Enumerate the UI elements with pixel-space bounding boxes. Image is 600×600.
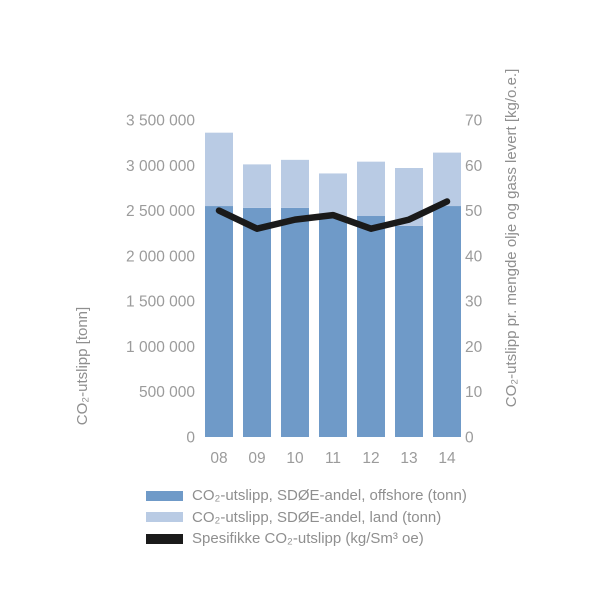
right-tick-70: 70 [465,113,483,130]
bar-land-08 [205,132,233,207]
right-tick-50: 50 [465,203,483,220]
left-tick-2500000: 2 500 000 [126,203,195,220]
bar-land-14 [433,152,461,207]
bar-land-11 [319,173,347,217]
right-axis-ticks: 0 10 20 30 40 50 60 70 [465,113,483,447]
bar-land-09 [243,164,271,208]
x-tick-13: 13 [400,450,417,467]
x-axis-ticks: 08 09 10 11 12 13 14 [210,450,456,467]
bar-offshore-11 [319,216,347,437]
x-tick-14: 14 [438,450,456,467]
left-tick-3500000: 3 500 000 [126,113,195,130]
legend-item-offshore: CO₂-utslipp, SDØE-andel, offshore (tonn) [146,485,467,507]
left-tick-500000: 500 000 [139,384,195,401]
bars-layer [205,132,461,437]
bar-offshore-12 [357,216,385,437]
bar-offshore-09 [243,207,271,437]
x-tick-08: 08 [210,450,227,467]
left-tick-1000000: 1 000 000 [126,339,195,356]
legend-label-offshore: CO₂-utslipp, SDØE-andel, offshore (tonn) [192,487,467,505]
legend-swatch-specific-line [146,533,183,544]
left-tick-2000000: 2 000 000 [126,248,195,265]
right-tick-0: 0 [465,430,474,447]
legend-label-specific: Spesifikke CO₂-utslipp (kg/Sm³ oe) [192,530,424,548]
x-tick-09: 09 [248,450,265,467]
left-tick-3000000: 3 000 000 [126,158,195,175]
legend: CO₂-utslipp, SDØE-andel, offshore (tonn)… [146,485,467,550]
right-tick-30: 30 [465,294,483,311]
x-tick-10: 10 [286,450,304,467]
right-axis-title: CO₂-utslipp pr. mengde olje og gass leve… [503,69,520,408]
bar-land-12 [357,161,385,217]
bar-offshore-14 [433,206,461,437]
right-tick-20: 20 [465,339,483,356]
left-axis-title: CO₂-utslipp [tonn] [74,307,91,425]
right-tick-10: 10 [465,384,483,401]
left-tick-1500000: 1 500 000 [126,294,195,311]
legend-swatch-offshore-bar [146,490,183,501]
legend-item-land: CO₂-utslipp, SDØE-andel, land (tonn) [146,507,467,529]
legend-swatch-land-bar [146,512,183,523]
bar-offshore-08 [205,206,233,437]
legend-item-specific-line: Spesifikke CO₂-utslipp (kg/Sm³ oe) [146,528,467,550]
bar-offshore-13 [395,225,423,437]
specific-emissions-line [215,198,451,232]
x-tick-11: 11 [325,450,341,467]
x-tick-12: 12 [362,450,379,467]
right-tick-40: 40 [465,248,483,265]
legend-label-land: CO₂-utslipp, SDØE-andel, land (tonn) [192,508,442,526]
line-layer [215,198,451,232]
left-axis-ticks: 0 500 000 1 000 000 1 500 000 2 000 000 2 500… [126,113,195,447]
right-tick-60: 60 [465,158,483,175]
bar-land-10 [281,159,309,208]
bar-offshore-10 [281,207,309,437]
left-tick-0: 0 [186,430,195,447]
